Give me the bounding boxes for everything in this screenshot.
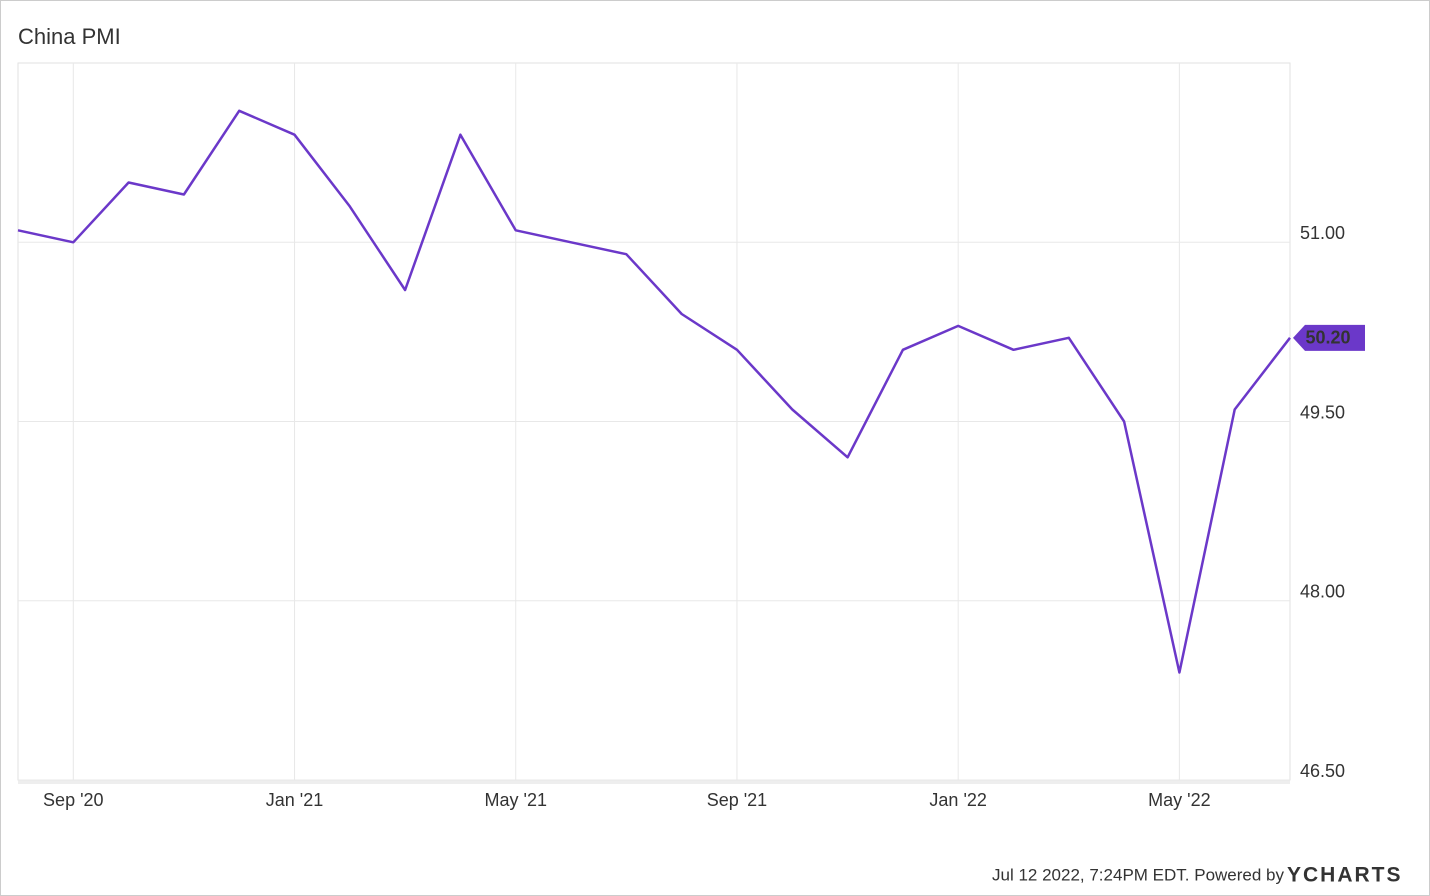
y-tick-label: 49.50: [1300, 402, 1345, 422]
end-label-box: [1293, 324, 1365, 351]
brand: YCHARTS: [1287, 864, 1403, 887]
y-tick-label: 48.00: [1300, 582, 1345, 602]
y-tick-label: 51.00: [1300, 223, 1345, 243]
footer: Jul 12 2022, 7:24PM EDT. Powered by: [992, 865, 1284, 884]
end-label: 50.20: [1305, 328, 1350, 348]
x-tick-label: May '22: [1148, 790, 1210, 810]
chart-title: China PMI: [18, 24, 121, 49]
line: [17, 109, 1291, 674]
x-tick-label: Sep '20: [43, 790, 104, 810]
y-tick-label: 46.50: [1300, 761, 1345, 781]
x-tick-label: Jan '21: [266, 790, 323, 810]
x-axis-band: [18, 780, 1290, 784]
x-tick-label: Sep '21: [707, 790, 768, 810]
x-tick-label: May '21: [485, 790, 547, 810]
x-tick-label: Jan '22: [929, 790, 986, 810]
